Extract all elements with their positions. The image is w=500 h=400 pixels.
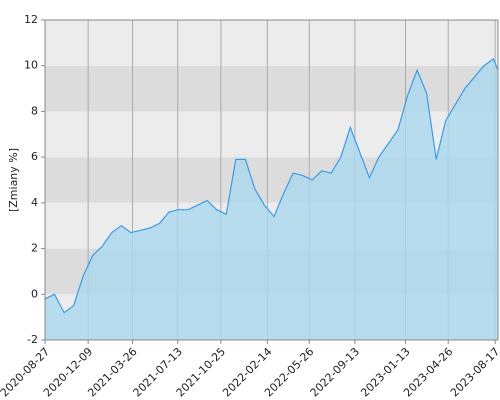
area	[45, 58, 498, 341]
plot-frame	[44, 19, 499, 341]
grid-band	[45, 65, 498, 112]
y-tick-label: 8	[31, 104, 38, 117]
y-tick-label: 4	[31, 196, 38, 209]
y-tick-label: 10	[24, 59, 38, 72]
y-tick-label: 12	[24, 13, 38, 26]
line	[44, 57, 499, 314]
y-tick-label: 0	[31, 287, 38, 300]
y-axis-label: [Zmiany %]	[7, 148, 20, 212]
y-tick-label: -2	[27, 333, 38, 346]
x-tick-label: 2022-09-13	[308, 345, 362, 399]
grid-band	[45, 20, 498, 66]
y-tick-label: 2	[31, 242, 38, 255]
x-tick-label: 2023-08-17	[448, 345, 500, 399]
y-tick-label: 6	[31, 150, 38, 163]
